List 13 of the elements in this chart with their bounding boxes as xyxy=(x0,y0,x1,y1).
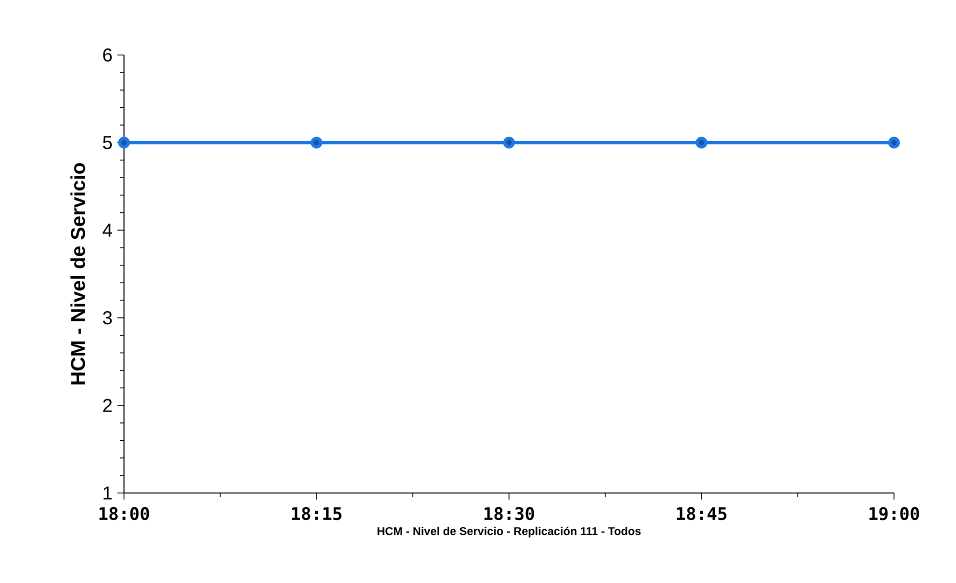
y-tick-label: 3 xyxy=(102,311,112,324)
y-tick-label: 6 xyxy=(103,48,112,62)
y-tick-label: 2 xyxy=(103,398,112,412)
y-tick-label: 1 xyxy=(104,486,112,500)
x-tick-label: 18:45 xyxy=(677,507,726,520)
x-tick-label: 18:00 xyxy=(100,507,150,520)
x-axis-title: HCM - Nivel de Servicio - Replicación 111 - Todos xyxy=(378,526,641,538)
y-tick-label: 5 xyxy=(103,136,112,150)
y-axis-title: HCM - Nivel de Servicio xyxy=(70,163,86,384)
x-tick-label: 19:00 xyxy=(870,507,920,520)
x-tick-label: 18:30 xyxy=(484,507,534,520)
y-tick-label: 4 xyxy=(102,224,112,237)
x-tick-label: 18:15 xyxy=(292,507,342,520)
